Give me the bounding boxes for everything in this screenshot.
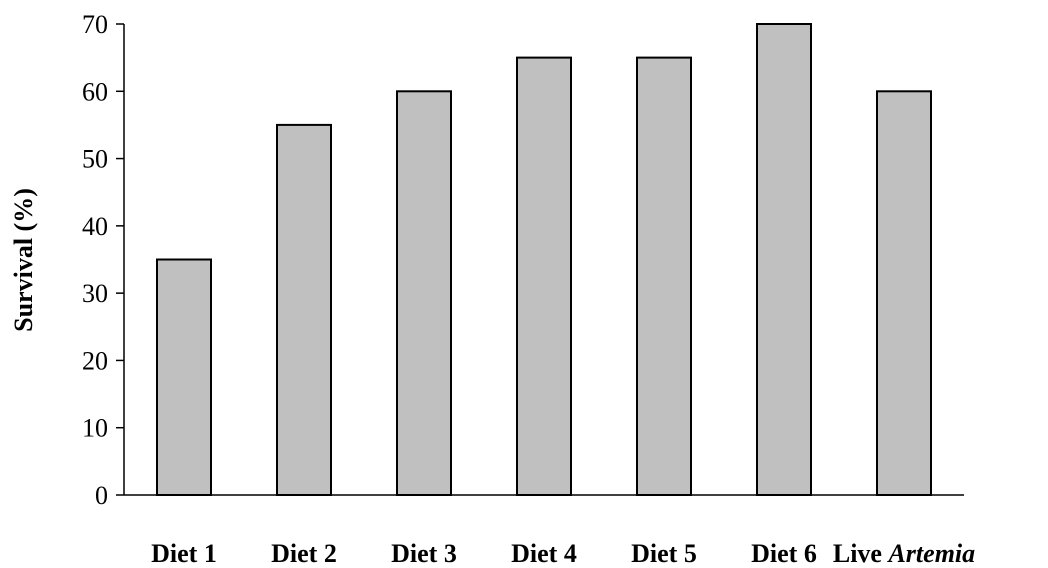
labels-layer: 0 10 20 30 40 50 60 70 Diet 1 Diet 2 Diet 3 Diet 4 D…: [82, 10, 975, 568]
bar-3: [396, 90, 452, 497]
y-tick-label-60: 60: [82, 77, 108, 106]
y-tick-label-0: 0: [95, 481, 108, 510]
y-tick-label-40: 40: [82, 212, 108, 241]
y-tick-label-30: 30: [82, 279, 108, 308]
bar-1: [156, 258, 212, 496]
x-tick-label-2: Diet 2: [271, 539, 337, 568]
x-tick-label-7: Live Artemia: [833, 539, 975, 568]
x-tick-label-6: Diet 6: [751, 539, 817, 568]
bar-2: [276, 123, 332, 497]
bar-4: [516, 56, 572, 496]
y-axis-title: Survival (%): [9, 188, 38, 332]
bars-layer: [156, 23, 932, 497]
y-tick-label-70: 70: [82, 10, 108, 39]
x-tick-label-3: Diet 3: [391, 539, 457, 568]
axis-layer: [116, 23, 964, 496]
x-tick-label-1: Diet 1: [151, 539, 217, 568]
bar-6: [756, 23, 812, 496]
y-tick-label-20: 20: [82, 346, 108, 375]
bar-5: [636, 56, 692, 496]
x-tick-label-4: Diet 4: [511, 539, 577, 568]
bar-7: [876, 90, 932, 497]
y-tick-label-50: 50: [82, 145, 108, 174]
x-tick-label-5: Diet 5: [631, 539, 697, 568]
y-tick-label-10: 10: [82, 414, 108, 443]
